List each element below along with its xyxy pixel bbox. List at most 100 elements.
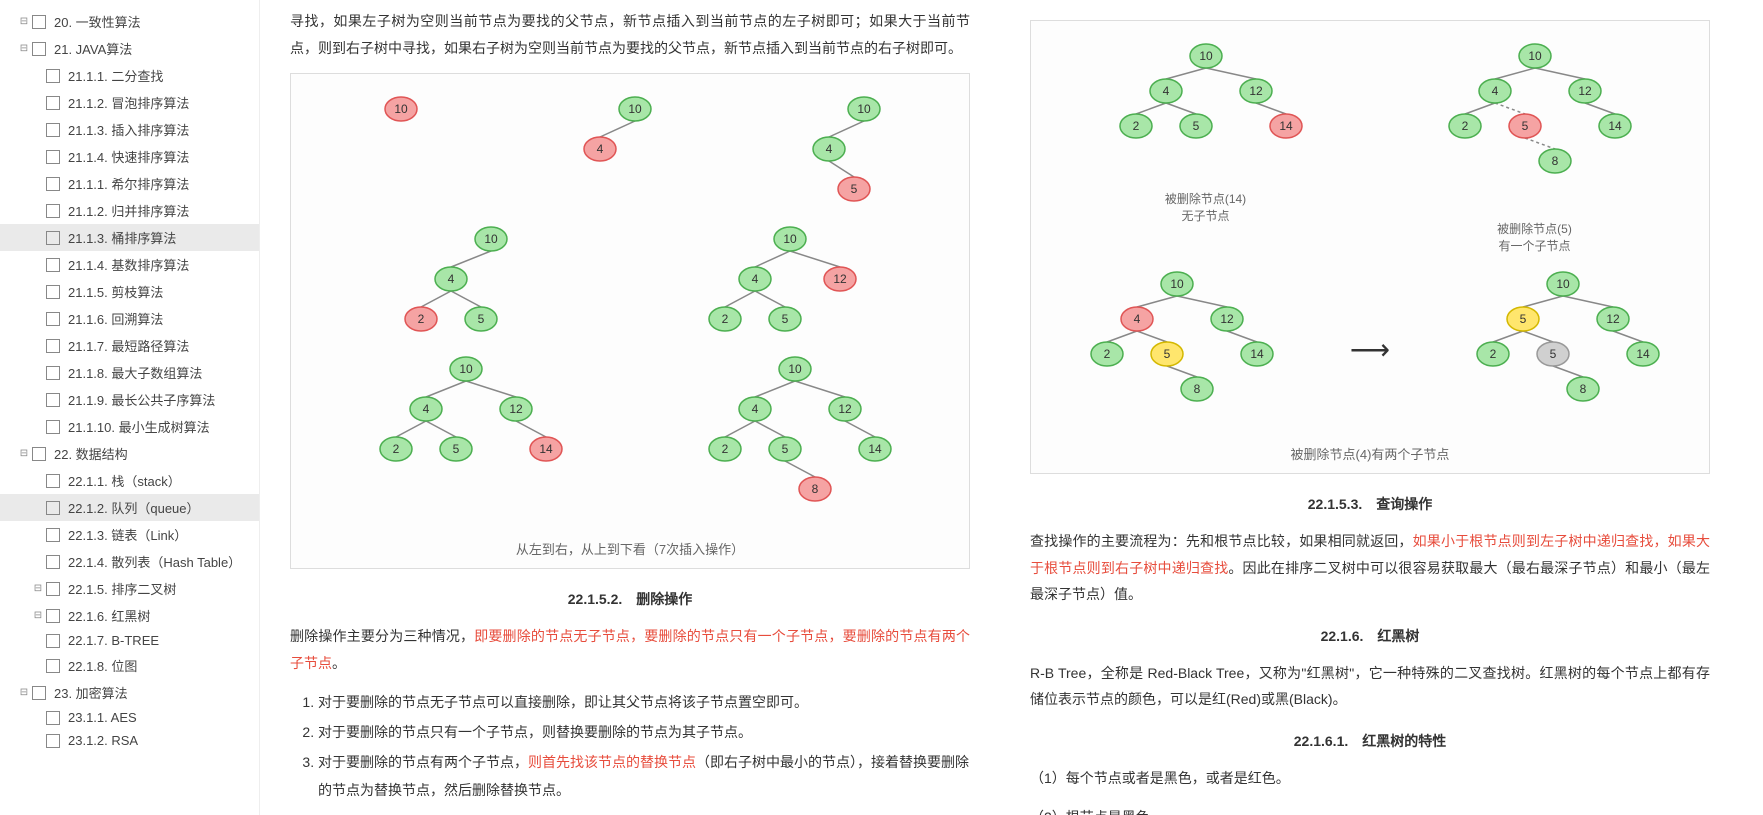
sidebar-item-18[interactable]: 22.1.2. 队列（queue） [0,494,259,521]
sidebar-item-16[interactable]: ⊟22. 数据结构 [0,440,259,467]
figure-delete-operations: 104122514被删除节点(14)无子节点1041225148被删除节点(5)… [1030,20,1710,474]
figure-row: 104251041225 [301,219,959,339]
page-icon [46,734,60,748]
page-icon [46,123,60,137]
expand-icon[interactable]: ⊟ [18,687,30,699]
expand-icon[interactable]: ⊟ [32,610,44,622]
svg-text:2: 2 [1104,347,1111,361]
sidebar-item-20[interactable]: 22.1.4. 散列表（Hash Table） [0,548,259,575]
delete-cases-list: 对于要删除的节点无子节点可以直接删除，即让其父节点将该子节点置空即可。 对于要删… [318,688,970,804]
tree-diagram: 104122514 [366,349,566,509]
delete-case-2: 对于要删除的节点只有一个子节点，则替换要删除的节点为其子节点。 [318,718,970,746]
svg-text:10: 10 [1528,49,1542,63]
svg-text:10: 10 [788,362,802,376]
sidebar-item-22[interactable]: ⊟22.1.6. 红黑树 [0,602,259,629]
svg-text:5: 5 [1192,119,1199,133]
svg-text:4: 4 [751,402,758,416]
nav-label: 21.1.10. 最小生成树算法 [68,417,210,436]
expand-icon[interactable]: ⊟ [32,583,44,595]
nav-label: 22.1.4. 散列表（Hash Table） [68,552,241,571]
arrow-icon: ⟶ [1350,264,1390,434]
svg-text:10: 10 [1171,277,1185,291]
svg-text:5: 5 [1521,119,1528,133]
svg-text:5: 5 [1164,347,1171,361]
nav-label: 21.1.8. 最大子数组算法 [68,363,202,382]
sidebar-item-5[interactable]: 21.1.4. 快速排序算法 [0,143,259,170]
sidebar-item-8[interactable]: 21.1.3. 桶排序算法 [0,224,259,251]
page-icon [32,15,46,29]
sidebar-item-13[interactable]: 21.1.8. 最大子数组算法 [0,359,259,386]
sidebar-item-24[interactable]: 22.1.8. 位图 [0,652,259,679]
figure-row: 104122514被删除节点(14)无子节点1041225148被删除节点(5)… [1041,36,1699,254]
sidebar-item-23[interactable]: 22.1.7. B-TREE [0,629,259,652]
nav-label: 21.1.4. 基数排序算法 [68,255,189,274]
sidebar-item-14[interactable]: 21.1.9. 最长公共子序算法 [0,386,259,413]
svg-text:14: 14 [539,442,553,456]
figure-caption: 被删除节点(4)有两个子节点 [1041,444,1699,463]
sidebar-item-17[interactable]: 22.1.1. 栈（stack） [0,467,259,494]
nav-label: 21.1.2. 冒泡排序算法 [68,93,189,112]
page-icon [46,555,60,569]
svg-text:12: 12 [509,402,523,416]
sidebar-item-27[interactable]: 23.1.2. RSA [0,729,259,752]
sidebar-item-0[interactable]: ⊟20. 一致性算法 [0,8,259,35]
svg-text:4: 4 [1491,84,1498,98]
svg-text:10: 10 [459,362,473,376]
sidebar-item-21[interactable]: ⊟22.1.5. 排序二叉树 [0,575,259,602]
nav-label: 21.1.1. 希尔排序算法 [68,174,189,193]
sidebar-item-19[interactable]: 22.1.3. 链表（Link） [0,521,259,548]
rbtree-prop-2: （2）根节点是黑色。 [1030,804,1710,815]
page-icon [46,609,60,623]
column-left: 寻找，如果左子树为空则当前节点为要找的父节点，新节点插入到当前节点的左子树即可；… [260,0,1000,815]
sidebar-item-12[interactable]: 21.1.7. 最短路径算法 [0,332,259,359]
page-icon [32,447,46,461]
page-icon [46,420,60,434]
sidebar-item-26[interactable]: 23.1.1. AES [0,706,259,729]
page-icon [46,312,60,326]
nav-label: 22.1.1. 栈（stack） [68,471,181,490]
sidebar-item-10[interactable]: 21.1.5. 剪枝算法 [0,278,259,305]
tree-diagram: 1051225148 [1463,264,1663,434]
tree-diagram: 1041225148 [695,349,895,529]
page-icon [46,339,60,353]
tree-diagram: 1041225148 [1435,36,1635,216]
sub-caption: 被删除节点(5)有一个子节点 [1435,220,1635,254]
expand-icon[interactable]: ⊟ [18,16,30,28]
sidebar-item-7[interactable]: 21.1.2. 归并排序算法 [0,197,259,224]
sidebar-item-1[interactable]: ⊟ 21. JAVA算法 [0,35,259,62]
svg-text:12: 12 [833,272,847,286]
expand-icon[interactable]: ⊟ [18,448,30,460]
sidebar-item-6[interactable]: 21.1.1. 希尔排序算法 [0,170,259,197]
svg-text:8: 8 [811,482,818,496]
nav-label: 21. JAVA算法 [54,39,132,58]
sidebar-item-3[interactable]: 21.1.2. 冒泡排序算法 [0,89,259,116]
page-icon [46,150,60,164]
nav-label: 21.1.3. 桶排序算法 [68,228,176,247]
svg-text:14: 14 [1279,119,1293,133]
figure-row: 1041225141041225148 [301,349,959,529]
svg-text:4: 4 [1162,84,1169,98]
svg-text:10: 10 [394,102,408,116]
tree-diagram: 10425 [381,219,541,339]
svg-text:5: 5 [781,312,788,326]
sidebar-item-11[interactable]: 21.1.6. 回溯算法 [0,305,259,332]
sidebar-item-15[interactable]: 21.1.10. 最小生成树算法 [0,413,259,440]
page-icon [46,285,60,299]
nav-label: 21.1.5. 剪枝算法 [68,282,163,301]
page-icon [46,474,60,488]
svg-text:14: 14 [1251,347,1265,361]
page-icon [32,42,46,56]
svg-text:2: 2 [1132,119,1139,133]
page-icon [46,258,60,272]
sidebar-item-25[interactable]: ⊟23. 加密算法 [0,679,259,706]
page-icon [46,96,60,110]
nav-label: 21.1.2. 归并排序算法 [68,201,189,220]
sidebar-item-4[interactable]: 21.1.3. 插入排序算法 [0,116,259,143]
sidebar-item-9[interactable]: 21.1.4. 基数排序算法 [0,251,259,278]
expand-icon[interactable]: ⊟ [18,43,30,55]
svg-text:12: 12 [838,402,852,416]
sidebar-item-2[interactable]: 21.1.1. 二分查找 [0,62,259,89]
svg-text:10: 10 [1556,277,1570,291]
figure-caption: 从左到右，从上到下看（7次插入操作） [301,539,959,558]
svg-text:4: 4 [422,402,429,416]
